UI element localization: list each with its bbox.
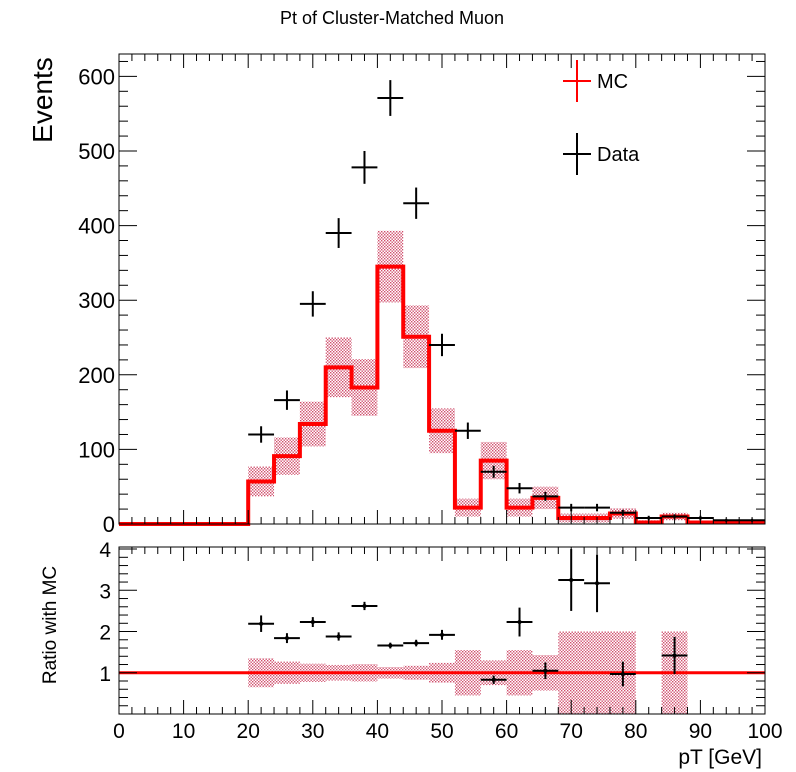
- data-point: [506, 482, 533, 494]
- ratio-point: [325, 632, 352, 641]
- ratio-point-marker: [672, 653, 677, 658]
- ratio-point: [248, 615, 275, 632]
- ratio-point: [274, 633, 300, 644]
- chart-title: Pt of Cluster-Matched Muon: [280, 8, 504, 28]
- legend-entry-data: Data: [563, 133, 640, 175]
- data-point: [584, 503, 610, 512]
- top-y-tick-label: 200: [78, 363, 115, 388]
- data-point: [299, 291, 326, 317]
- ratio-point-marker: [440, 632, 444, 637]
- x-tick-label: 80: [624, 720, 647, 743]
- ratio-plot-area: 0 10 20 30 40 50 60 70 80 90 100 1 2 3 4: [99, 539, 782, 743]
- ratio-point-marker: [569, 577, 574, 582]
- ratio-y-tick-label: 4: [99, 539, 111, 562]
- top-y-tick-label: 400: [78, 214, 115, 239]
- top-y-tick-label: 0: [103, 512, 115, 537]
- x-tick-label: 60: [495, 720, 518, 743]
- ratio-point-marker: [284, 636, 289, 641]
- ratio-point-marker: [517, 620, 522, 625]
- data-point: [609, 509, 636, 516]
- x-tick-label: 30: [301, 720, 324, 743]
- ratio-point-marker: [543, 668, 548, 673]
- ratio-point: [429, 629, 455, 640]
- data-point: [403, 187, 430, 219]
- top-y-axis-label: Events: [27, 57, 58, 143]
- x-axis-label: pT [GeV]: [678, 746, 762, 769]
- top-y-tick-label: 500: [78, 139, 115, 164]
- legend: MC Data: [563, 60, 640, 175]
- ratio-point-marker: [620, 672, 625, 677]
- x-tick-label: 50: [430, 720, 453, 743]
- data-point: [351, 150, 378, 184]
- ratio-point: [351, 601, 378, 611]
- ratio-y-tick-label: 1: [99, 663, 111, 686]
- ratio-point-marker: [336, 634, 341, 639]
- ratio-y-tick-label: 3: [99, 580, 111, 603]
- ratio-point-marker: [595, 581, 600, 586]
- x-tick-label: 40: [366, 720, 389, 743]
- data-point: [454, 422, 481, 439]
- ratio-point-marker: [362, 603, 367, 608]
- data-point: [429, 333, 455, 357]
- data-point: [274, 390, 300, 410]
- ratio-point-marker: [310, 620, 315, 625]
- ratio-point: [532, 662, 559, 679]
- ratio-point-marker: [414, 641, 419, 646]
- data-point: [532, 491, 559, 501]
- top-y-tick-label: 100: [78, 437, 115, 462]
- x-tick-label: 90: [689, 720, 712, 743]
- ratio-y-axis-label: Ratio with MC: [40, 566, 61, 684]
- x-tick-label: 20: [237, 720, 260, 743]
- ratio-point-marker: [491, 677, 496, 682]
- ratio-y-tick-label: 2: [99, 622, 111, 645]
- data-point: [377, 80, 404, 116]
- x-tick-label: 70: [560, 720, 583, 743]
- legend-label-mc: MC: [597, 71, 628, 93]
- data-point: [325, 218, 352, 248]
- ratio-point: [403, 639, 430, 647]
- ratio-point: [506, 607, 533, 637]
- ratio-point-marker: [259, 621, 264, 626]
- legend-label-data: Data: [597, 144, 640, 166]
- top-y-tick-label: 300: [78, 288, 115, 313]
- ratio-point: [377, 642, 404, 649]
- ratio-point-marker: [388, 643, 393, 648]
- x-tick-label: 0: [113, 720, 125, 743]
- ratio-point: [661, 636, 688, 675]
- x-tick-label: 10: [172, 720, 195, 743]
- x-tick-label: 100: [747, 720, 782, 743]
- ratio-point: [480, 675, 507, 684]
- ratio-plot-frame: [118, 546, 766, 715]
- top-plot-area: 0 100 200 300 400 500 600: [78, 54, 766, 537]
- legend-entry-mc: MC: [563, 60, 628, 102]
- ratio-point: [299, 617, 326, 627]
- ratio-point: [609, 661, 636, 687]
- mc-histogram-line: [119, 264, 765, 526]
- data-point: [480, 465, 507, 478]
- ratio-point: [584, 554, 610, 613]
- data-point: [248, 426, 275, 443]
- top-plot-frame: [118, 53, 766, 525]
- top-y-tick-label: 600: [78, 64, 115, 89]
